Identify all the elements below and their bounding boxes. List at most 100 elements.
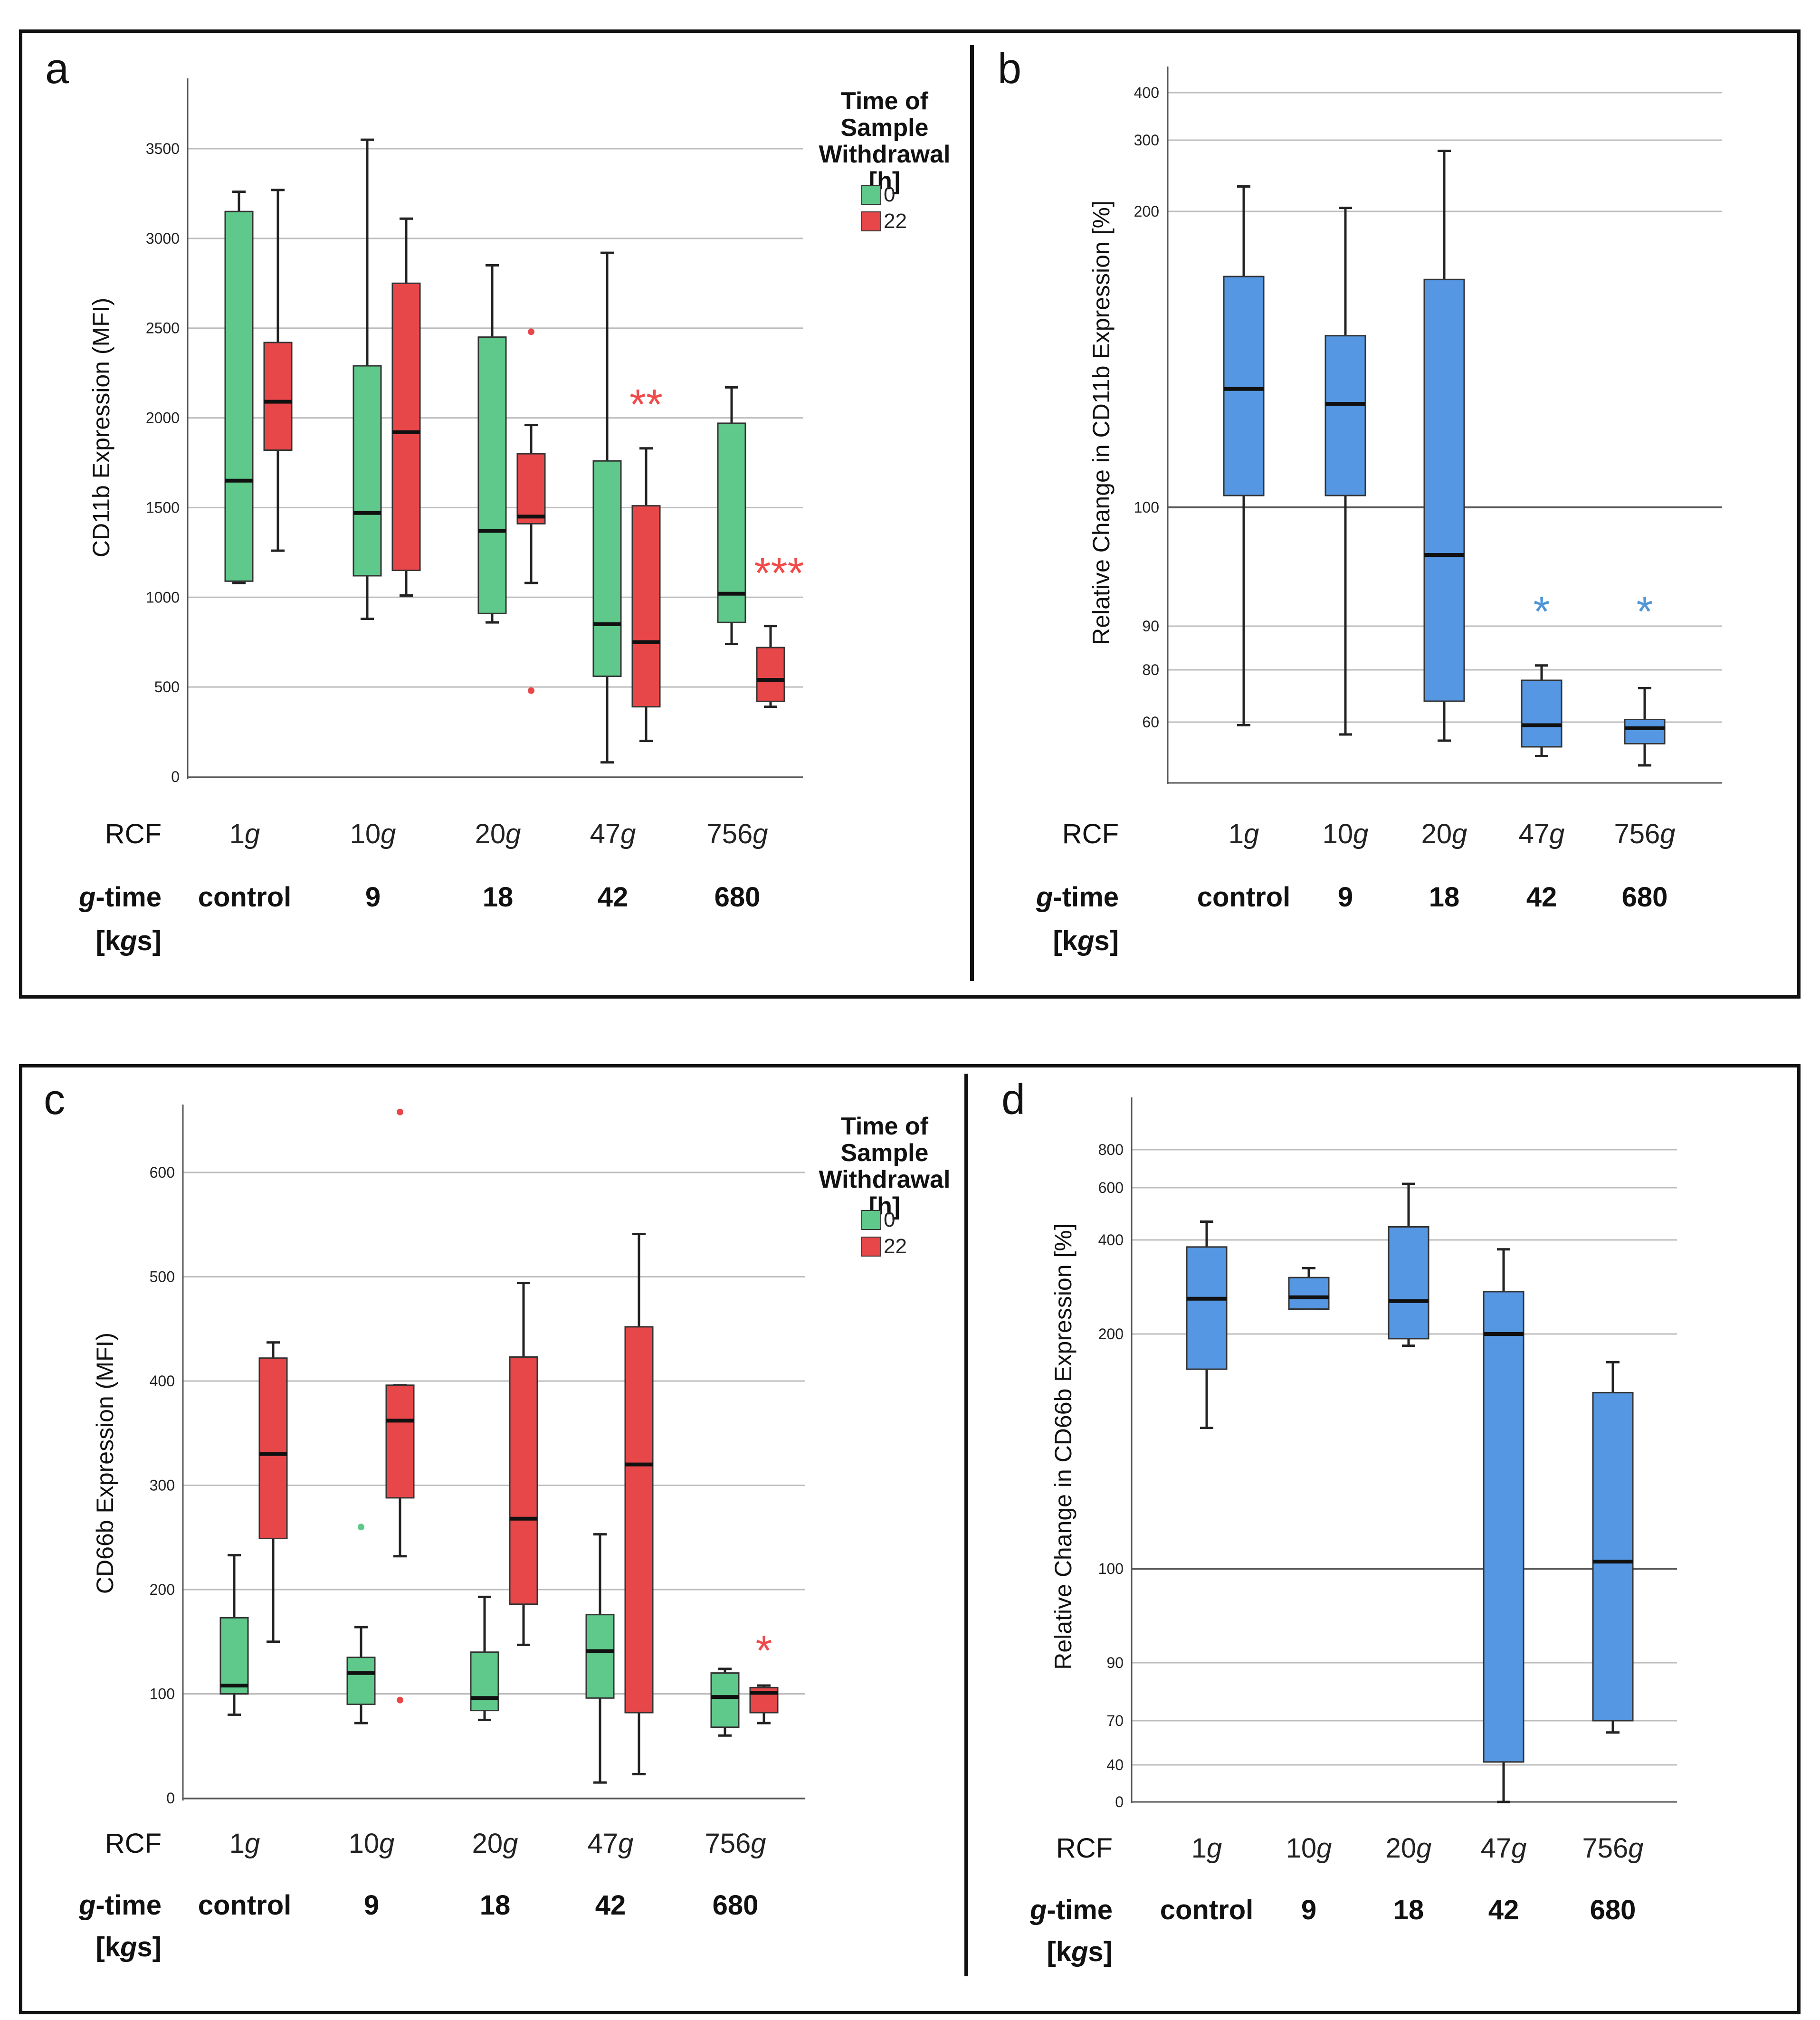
panel-b-10g-box <box>1325 335 1366 496</box>
panel-b-gtime-value-2: 18 <box>1429 882 1460 913</box>
panel-a-756g-series-22-box <box>756 647 785 702</box>
panel-b-ytick-2: 90 <box>1142 618 1159 635</box>
panel-a-significance-1: *** <box>754 550 804 597</box>
panel-c-20g-series-22-box <box>509 1356 538 1605</box>
panel-b-significance-1: * <box>1636 588 1653 636</box>
panel-d-756g-box <box>1592 1392 1634 1722</box>
panel-a-1g-series-0-box <box>224 210 254 582</box>
panel-d-gtime-value-1: 9 <box>1301 1895 1316 1925</box>
panel-b-rcf-label-2: 20g <box>1421 819 1467 849</box>
panel-d-ytick-4: 100 <box>1098 1560 1124 1577</box>
panel-b-20g-box <box>1423 278 1465 702</box>
panel-d-ytick-3: 90 <box>1106 1654 1124 1671</box>
panel-b-ytick-1: 80 <box>1142 661 1159 678</box>
panel-b-ytick-5: 300 <box>1134 132 1159 149</box>
panel-d-ytick-2: 70 <box>1106 1712 1124 1729</box>
panel-d-rcf-label-4: 756g <box>1582 1833 1643 1864</box>
panel-c-10g-series-22-box <box>385 1384 415 1499</box>
panel-c-gtime-value-4: 680 <box>713 1890 759 1921</box>
panel-d-gtime-value-4: 680 <box>1590 1895 1636 1925</box>
panel-a-gtime-value-2: 18 <box>483 882 514 913</box>
panel-d-ytick-1: 40 <box>1106 1756 1124 1773</box>
panel-b-ytick-0: 60 <box>1142 714 1159 731</box>
panel-d-rcf-row-label: RCF <box>1056 1833 1113 1864</box>
panel-a-letter: a <box>45 45 69 93</box>
panel-b-756g-box <box>1624 719 1666 744</box>
panel-c-legend-label-22: 22 <box>884 1235 907 1258</box>
panel-a-756g-series-0-box <box>717 422 746 623</box>
panel-a-legend-title-line-0: Time of <box>841 87 929 115</box>
panel-a-ytick-7: 3500 <box>146 140 180 157</box>
panel-d-rcf-label-1: 10g <box>1286 1833 1332 1864</box>
panel-c-20g-series-0-box <box>470 1651 499 1712</box>
panel-c-ytick-6: 600 <box>150 1164 175 1181</box>
panel-d-gtime-value-2: 18 <box>1393 1895 1424 1925</box>
panel-a-ytick-4: 2000 <box>146 410 180 427</box>
panel-c-10g-series-22-outlier-0 <box>397 1108 403 1115</box>
panel-c-rcf-label-0: 1g <box>229 1828 260 1859</box>
panel-a-significance-0: ** <box>629 381 663 429</box>
panel-a-ytick-0: 0 <box>171 768 180 785</box>
panel-d-rcf-label-0: 1g <box>1191 1833 1222 1864</box>
panel-d-47g-box <box>1483 1291 1525 1763</box>
panel-c-ytick-4: 400 <box>150 1372 175 1390</box>
panel-c-ytick-1: 100 <box>150 1686 175 1703</box>
top-divider <box>970 45 974 981</box>
panel-d-ytick-6: 400 <box>1098 1231 1124 1248</box>
panel-c-letter: c <box>44 1076 65 1124</box>
panel-c-gtime-value-1: 9 <box>364 1890 379 1921</box>
panel-d-1g-box <box>1186 1246 1228 1370</box>
panel-c-1g-series-0-box <box>219 1617 249 1695</box>
top-panel-frame <box>19 29 1801 999</box>
panel-b-rcf-label-0: 1g <box>1229 819 1259 849</box>
panel-c-10g-series-22-outlier-1 <box>397 1696 403 1704</box>
panel-a-20g-series-22-outlier-1 <box>528 687 534 694</box>
panel-d-gtime-value-3: 42 <box>1488 1895 1519 1925</box>
panel-b-gtime-row-label: g-time <box>1036 882 1119 913</box>
panel-a-gtime-value-4: 680 <box>715 882 761 913</box>
panel-b-gtime-value-3: 42 <box>1526 882 1557 913</box>
panel-a-gtime-value-1: 9 <box>365 882 381 913</box>
panel-b-significance-0: * <box>1533 588 1550 636</box>
panel-d-ytick-8: 800 <box>1098 1141 1124 1158</box>
panel-a-legend-label-0: 0 <box>884 183 895 206</box>
panel-d-ytick-5: 200 <box>1098 1325 1124 1343</box>
panel-a-gtime-unit-label: [kgs] <box>95 925 162 956</box>
panel-b-ylabel: Relative Change in CD11b Expression [%] <box>1088 200 1115 645</box>
panel-c-significance-0: * <box>755 1627 772 1675</box>
panel-a-rcf-label-2: 20g <box>475 819 521 849</box>
panel-c-47g-series-22-box <box>624 1326 654 1714</box>
panel-a-ytick-1: 500 <box>154 678 180 696</box>
panel-a-gtime-value-3: 42 <box>598 882 629 913</box>
panel-d-ylabel: Relative Change in CD66b Expression [%] <box>1050 1223 1077 1669</box>
panel-a-rcf-label-3: 47g <box>590 819 636 849</box>
panel-a-ytick-6: 3000 <box>146 230 180 247</box>
panel-c-gtime-row-label: g-time <box>78 1890 162 1921</box>
panel-c-ytick-0: 0 <box>166 1790 175 1807</box>
panel-b-rcf-label-4: 756g <box>1614 819 1675 849</box>
panel-a-legend-title-line-1: Sample <box>841 114 929 142</box>
panel-a-gtime-value-0: control <box>198 882 292 913</box>
panel-c-10g-series-0-box <box>346 1657 376 1705</box>
panel-c-legend-title-line-1: Sample <box>841 1139 929 1167</box>
panel-c-ytick-2: 200 <box>150 1581 175 1598</box>
panel-c-gtime-value-3: 42 <box>595 1890 626 1921</box>
panel-b-47g-box <box>1521 679 1563 748</box>
panel-a-20g-series-22-outlier-0 <box>528 328 534 335</box>
panel-b-gtime-unit-label: [kgs] <box>1053 925 1119 956</box>
panel-d-ytick-0: 0 <box>1115 1793 1124 1810</box>
panel-c-legend-swatch-0 <box>861 1210 881 1230</box>
panel-a-legend-swatch-22 <box>861 211 881 231</box>
panel-c-ytick-5: 500 <box>150 1268 175 1286</box>
panel-a-legend-label-22: 22 <box>884 210 907 233</box>
panel-c-legend-swatch-22 <box>861 1237 881 1257</box>
panel-a-gtime-row-label: g-time <box>78 882 162 913</box>
panel-a-legend-swatch-0 <box>861 185 881 205</box>
panel-a-10g-series-22-box <box>391 282 421 572</box>
panel-b-rcf-row-label: RCF <box>1062 819 1119 849</box>
panel-a-10g-series-0-box <box>353 365 382 577</box>
panel-a-ytick-3: 1500 <box>146 499 180 516</box>
bottom-divider <box>964 1074 968 1976</box>
panel-b-ytick-6: 400 <box>1134 84 1159 101</box>
panel-b-ytick-3: 100 <box>1134 499 1159 516</box>
